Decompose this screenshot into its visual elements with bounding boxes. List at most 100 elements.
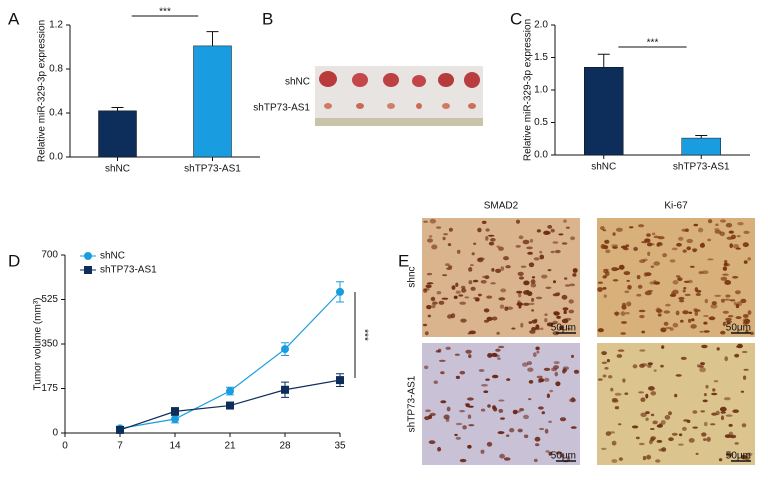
panel-label: D xyxy=(8,251,20,270)
x-tick-label: 0 xyxy=(62,441,68,452)
cell-nucleus xyxy=(597,378,603,381)
cell-nucleus xyxy=(645,411,650,415)
cell-nucleus xyxy=(503,457,511,461)
error-bar xyxy=(206,31,219,46)
cell-nucleus xyxy=(424,331,429,336)
error-bar xyxy=(597,53,610,68)
cell-nucleus xyxy=(683,287,687,290)
cell-nucleus xyxy=(620,332,627,335)
cell-nucleus xyxy=(701,270,709,275)
cell-nucleus xyxy=(694,287,699,292)
cell-nucleus xyxy=(608,375,613,379)
y-axis-label: Tumor volume (mm³) xyxy=(33,298,44,391)
cell-nucleus xyxy=(515,219,521,224)
cell-nucleus xyxy=(532,352,537,358)
cell-nucleus xyxy=(624,392,629,396)
cell-nucleus xyxy=(601,361,608,364)
cell-nucleus xyxy=(485,228,490,232)
cell-nucleus xyxy=(478,369,485,372)
data-point xyxy=(171,407,179,416)
x-tick-label: 21 xyxy=(224,441,236,452)
cell-nucleus xyxy=(548,451,553,456)
data-point xyxy=(226,387,234,396)
cell-nucleus xyxy=(529,302,535,306)
cell-nucleus xyxy=(732,409,739,414)
cell-nucleus xyxy=(477,293,482,297)
cell-nucleus xyxy=(718,458,723,462)
cell-nucleus xyxy=(467,414,472,419)
cell-nucleus xyxy=(722,266,728,271)
cell-nucleus xyxy=(555,381,561,387)
cell-nucleus xyxy=(531,297,535,302)
cell-nucleus xyxy=(458,294,464,297)
tumor xyxy=(416,103,422,109)
cell-nucleus xyxy=(541,411,545,415)
y-tick-label: 1.5 xyxy=(534,52,548,63)
cell-nucleus xyxy=(559,417,567,422)
cell-nucleus xyxy=(525,289,530,295)
cell-nucleus xyxy=(565,226,570,229)
cell-nucleus xyxy=(544,377,550,382)
cell-nucleus xyxy=(660,327,667,333)
y-tick-label: 0.0 xyxy=(534,150,548,161)
row-label: shTP73-AS1 xyxy=(253,103,310,114)
cell-nucleus xyxy=(720,330,726,335)
cell-nucleus xyxy=(618,457,623,461)
cell-nucleus xyxy=(428,440,436,445)
cell-nucleus xyxy=(743,260,748,264)
x-tick-label: shTP73-AS1 xyxy=(184,164,241,175)
cell-nucleus xyxy=(653,369,657,372)
cell-nucleus xyxy=(490,238,496,242)
cell-nucleus xyxy=(467,444,472,449)
cell-nucleus xyxy=(480,449,485,454)
cell-nucleus xyxy=(722,321,726,327)
cell-nucleus xyxy=(707,219,713,224)
cell-nucleus xyxy=(719,406,727,412)
cell-nucleus xyxy=(468,424,475,427)
cell-nucleus xyxy=(650,391,657,396)
cell-nucleus xyxy=(423,220,428,223)
cell-nucleus xyxy=(615,227,623,232)
cell-nucleus xyxy=(604,367,609,370)
x-tick-label: shNC xyxy=(591,162,616,173)
cell-nucleus xyxy=(430,296,436,302)
cell-nucleus xyxy=(688,438,695,443)
y-tick-label: 2.0 xyxy=(534,20,548,31)
cell-nucleus xyxy=(688,318,692,323)
cell-nucleus xyxy=(602,275,607,279)
cell-nucleus xyxy=(544,231,551,235)
cell-nucleus xyxy=(536,229,542,233)
cell-nucleus xyxy=(649,439,653,445)
row-label: shNC xyxy=(285,77,310,88)
panel-label: C xyxy=(510,9,522,28)
cell-nucleus xyxy=(436,226,442,229)
cell-nucleus xyxy=(671,432,678,436)
cell-nucleus xyxy=(544,313,548,317)
cell-nucleus xyxy=(676,242,682,247)
cell-nucleus xyxy=(475,298,480,302)
cell-nucleus xyxy=(492,374,499,379)
cell-nucleus xyxy=(733,244,739,249)
cell-nucleus xyxy=(552,293,560,297)
cell-nucleus xyxy=(711,412,718,416)
cell-nucleus xyxy=(436,291,442,295)
cell-nucleus xyxy=(724,260,728,263)
cell-nucleus xyxy=(423,288,430,291)
cell-nucleus xyxy=(639,314,645,319)
cell-nucleus xyxy=(663,321,669,326)
tumor xyxy=(319,71,337,87)
cell-nucleus xyxy=(649,281,656,285)
cell-nucleus xyxy=(631,425,639,429)
cell-nucleus xyxy=(538,406,544,410)
cell-nucleus xyxy=(683,419,689,422)
cell-nucleus xyxy=(561,294,568,300)
cell-nucleus xyxy=(535,346,540,351)
cell-nucleus xyxy=(572,273,577,277)
scale-bar-label: 50μm xyxy=(726,323,751,334)
cell-nucleus xyxy=(703,315,709,317)
cell-nucleus xyxy=(603,294,607,298)
cell-nucleus xyxy=(426,272,433,276)
cell-nucleus xyxy=(431,244,438,250)
cell-nucleus xyxy=(509,428,515,433)
cell-nucleus xyxy=(691,318,695,321)
